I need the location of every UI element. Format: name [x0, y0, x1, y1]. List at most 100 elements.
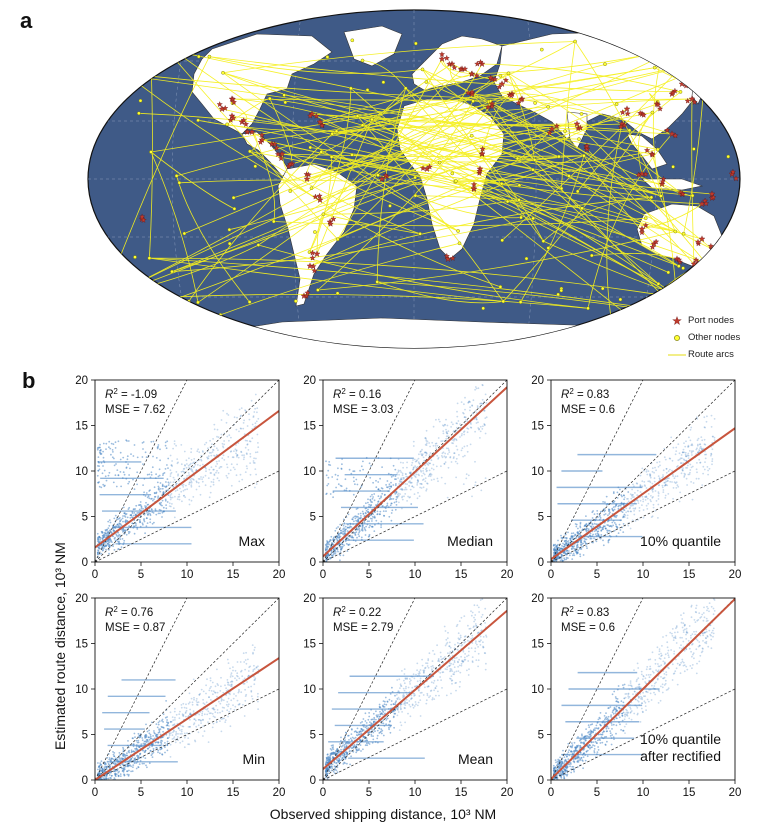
scatter-point [558, 549, 561, 551]
scatter-point [445, 431, 448, 434]
scatter-point [189, 718, 191, 721]
scatter-point [632, 507, 635, 510]
scatter-point [162, 506, 165, 509]
other-node [515, 156, 520, 161]
port-node [461, 65, 469, 72]
scatter-point [150, 440, 153, 443]
scatter-point [118, 522, 121, 525]
scatter-point [702, 465, 705, 468]
scatter-point [639, 491, 642, 493]
scatter-point [652, 506, 655, 509]
scatter-point [152, 499, 154, 502]
scatter-point [245, 693, 248, 696]
scatter-point [104, 545, 107, 548]
scatter-point [675, 487, 678, 489]
port-node [732, 175, 740, 182]
scatter-point [657, 475, 660, 477]
other-node [577, 137, 581, 141]
scatter-point [234, 468, 236, 471]
other-node [575, 189, 580, 194]
scatter-point [214, 685, 217, 688]
scatter-point [425, 468, 427, 471]
scatter-point [408, 700, 411, 702]
route-arc [176, 175, 250, 303]
scatter-point [158, 729, 161, 732]
scatter-point [388, 726, 390, 729]
scatter-point [420, 691, 423, 694]
scatter-point [340, 548, 342, 550]
scatter-point [142, 448, 144, 450]
scatter-point [659, 464, 661, 467]
scatter-point [202, 719, 204, 721]
scatter-point [237, 691, 240, 694]
scatter-point [347, 543, 350, 546]
route-arc [281, 153, 584, 157]
scatter-point [607, 541, 610, 544]
scatter-point [150, 474, 153, 476]
scatter-point [189, 463, 191, 466]
scatter-point [169, 498, 172, 501]
scatter-point [107, 531, 110, 533]
scatter-point [117, 440, 120, 443]
scatter-point [665, 480, 668, 483]
scatter-point [655, 500, 658, 502]
scatter-point [102, 534, 105, 537]
scatter-point [577, 549, 580, 552]
scatter-point [186, 463, 188, 465]
scatter-point [397, 492, 400, 495]
scatter-point [447, 466, 450, 469]
scatter-point [220, 730, 223, 733]
other-node [293, 299, 298, 303]
scatter-point [346, 526, 349, 529]
scatter-point [378, 513, 381, 516]
other-node [370, 117, 374, 122]
port-node [649, 151, 656, 158]
scatter-point [363, 505, 365, 507]
scatter-point [212, 707, 215, 709]
scatter-point [169, 473, 172, 475]
scatter-point [252, 652, 254, 655]
scatter-point [463, 659, 466, 661]
scatter-point [711, 448, 714, 451]
scatter-point [249, 453, 252, 455]
scatter-point [211, 443, 213, 446]
port-node [694, 238, 702, 245]
port-node [443, 252, 450, 259]
scatter-point [479, 402, 481, 405]
scatter-point [183, 494, 185, 497]
scatter-point [365, 525, 367, 528]
scatter-point [217, 449, 219, 451]
scatter-point [327, 483, 330, 485]
scatter-point [390, 512, 393, 514]
scatter-point [575, 523, 578, 526]
scatter-point [166, 478, 169, 480]
scatter-point [207, 447, 209, 450]
scatter-point [636, 482, 639, 485]
scatter-point [484, 417, 487, 419]
scatter-point [335, 758, 338, 761]
scatter-point [409, 683, 411, 685]
scatter-point [453, 452, 455, 454]
other-node [690, 193, 695, 198]
scatter-point [126, 516, 129, 519]
scatter-point [400, 478, 402, 481]
scatter-point [148, 762, 151, 765]
scatter-point [168, 502, 171, 505]
scatter-point [585, 515, 587, 517]
other-node [657, 295, 662, 300]
scatter-point [108, 757, 111, 759]
scatter-point [370, 733, 373, 736]
scatter-point [146, 496, 149, 499]
scatter-point [695, 448, 698, 451]
scatter-point [256, 695, 259, 698]
scatter-point [616, 491, 619, 494]
scatter-point [207, 710, 210, 713]
scatter-point [365, 502, 367, 505]
scatter-point [664, 484, 667, 487]
scatter-point [677, 465, 679, 467]
scatter-point [135, 767, 138, 770]
scatter-point [150, 754, 153, 757]
scatter-point [334, 473, 337, 476]
scatter-point [170, 505, 172, 508]
route-arc [269, 98, 293, 165]
